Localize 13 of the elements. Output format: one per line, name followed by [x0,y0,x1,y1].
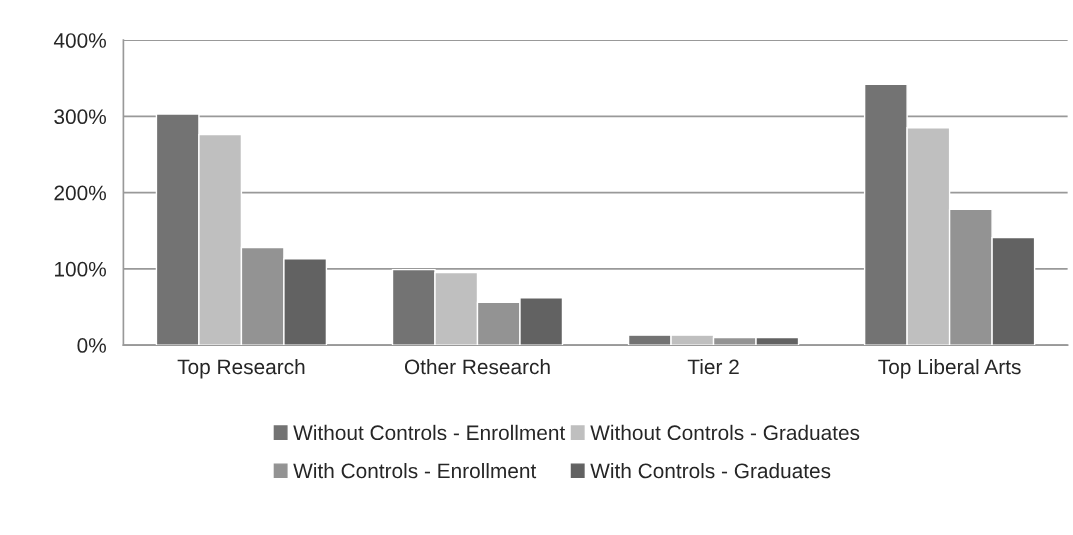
y-tick-label: 100% [55,261,106,277]
legend-label: Without Controls - Graduates [590,424,860,441]
legend-label: With Controls - Graduates [590,462,831,479]
legend-label: Without Controls - Enrollment [293,424,566,441]
x-tick-label: Top Research [177,358,305,379]
legend-label: With Controls - Enrollment [293,462,537,479]
y-tick-label: 400% [53,33,106,48]
x-tick-label: Top Liberal Arts [878,358,1021,379]
x-tick-label: Tier 2 [687,358,739,375]
y-tick-label: 300% [54,109,106,125]
y-tick-label: 0% [77,338,106,353]
x-tick-label: Other Research [404,358,550,375]
y-tick-label: 200% [54,185,106,201]
